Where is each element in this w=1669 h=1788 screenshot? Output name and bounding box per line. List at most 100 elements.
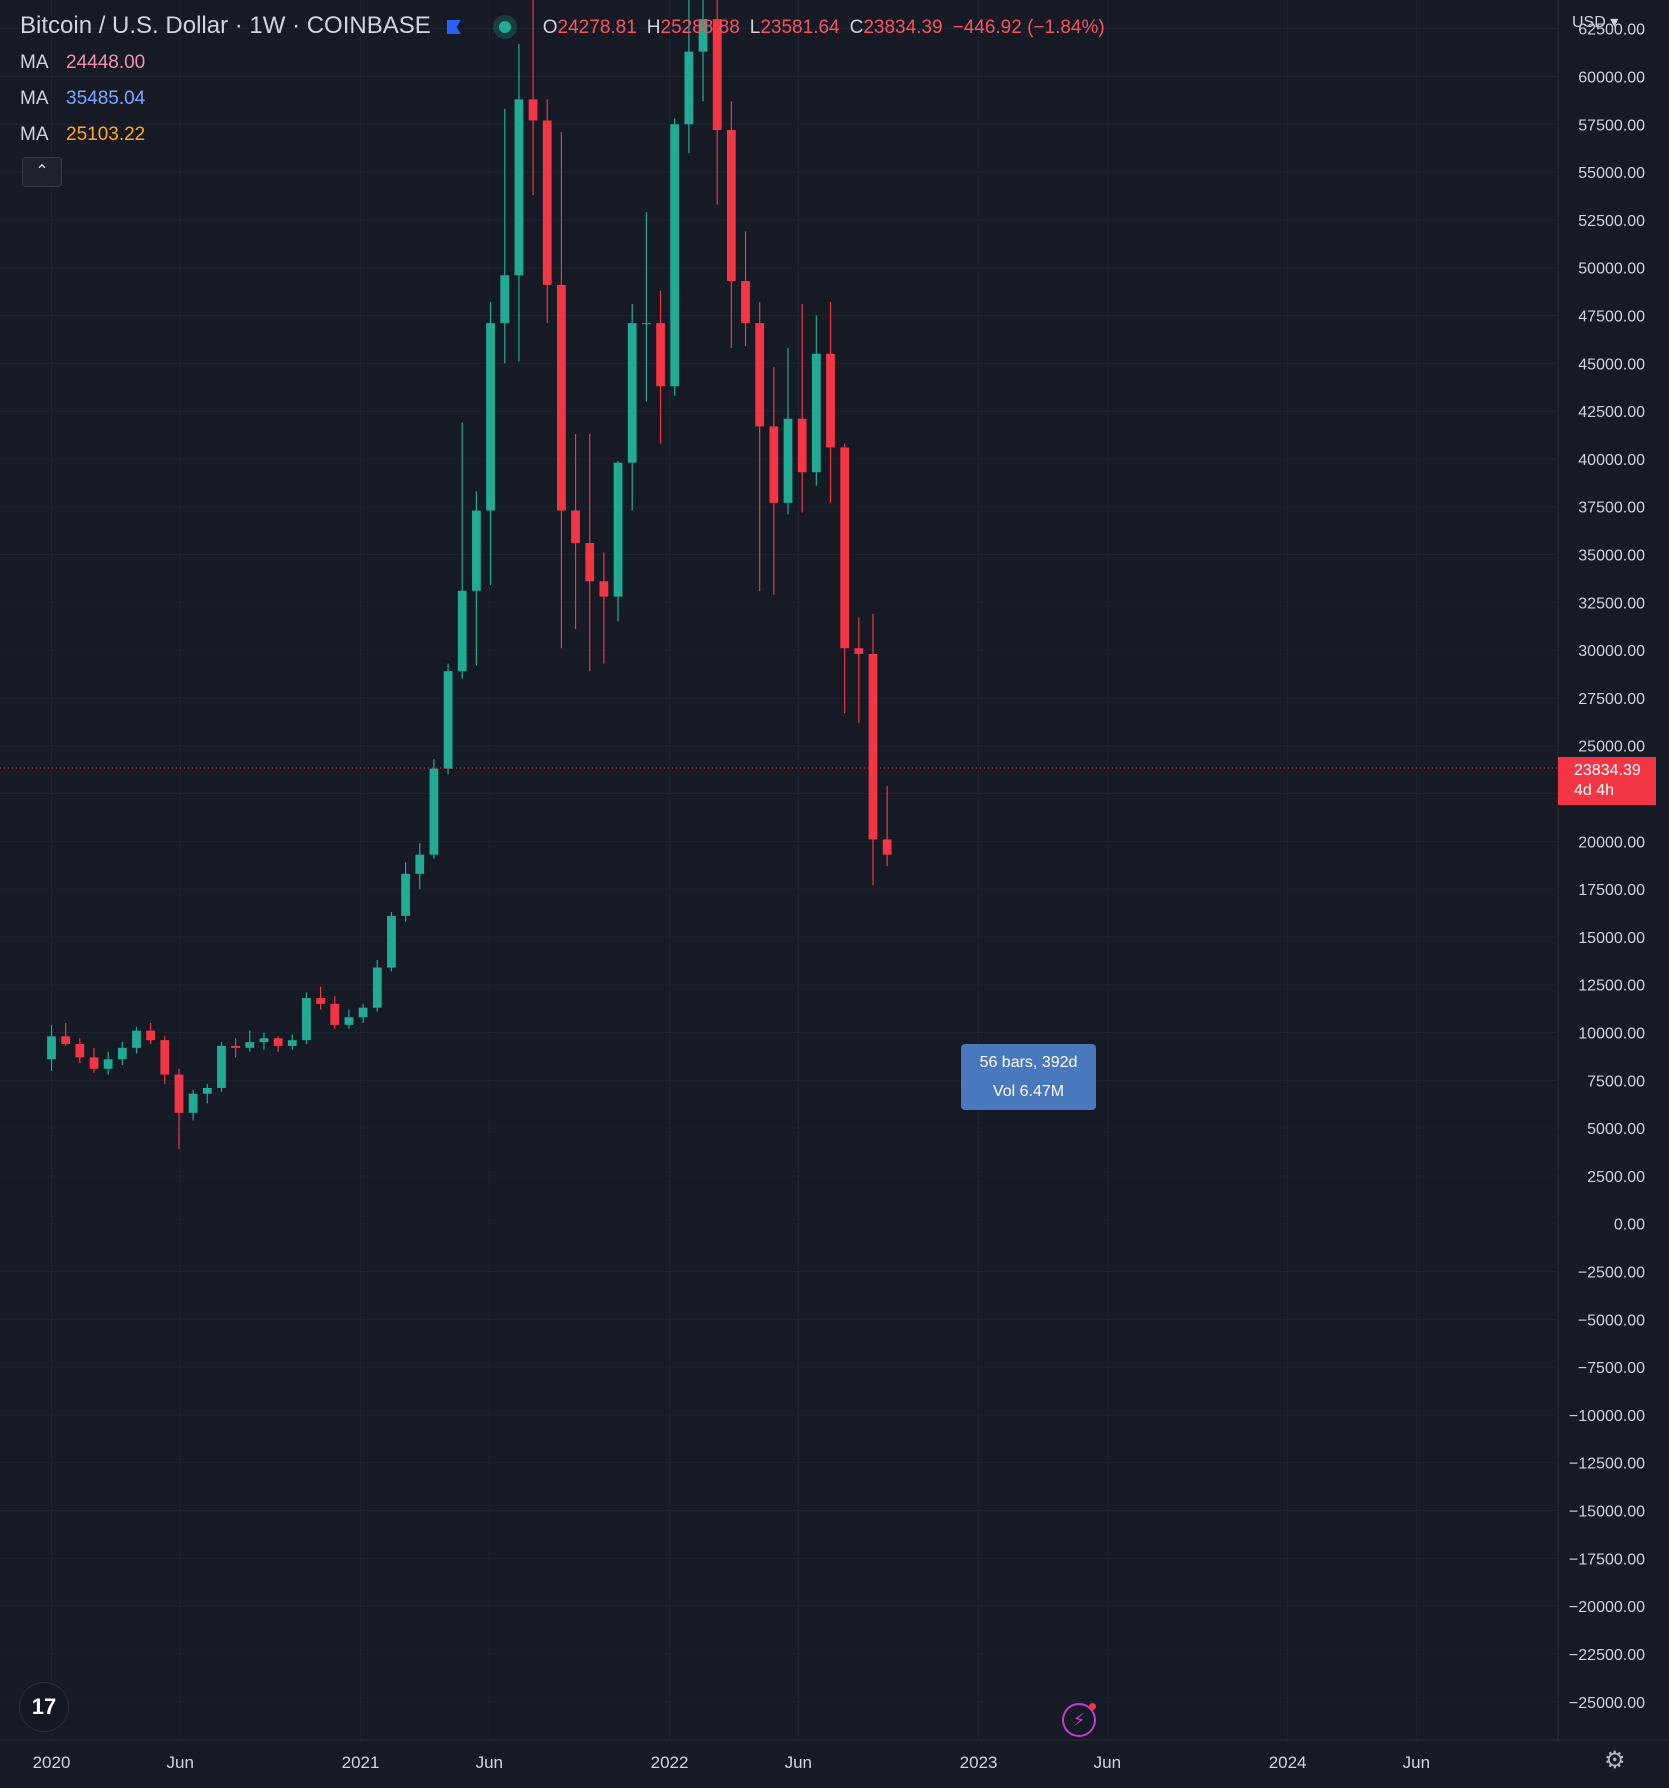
- x-tick-label: Jun: [785, 1753, 812, 1772]
- candle-body: [47, 1036, 56, 1060]
- candle-body: [132, 1030, 141, 1048]
- x-tick-label: Jun: [1403, 1753, 1430, 1772]
- y-tick-label: 15000.00: [1578, 930, 1645, 947]
- candle-body: [174, 1074, 184, 1113]
- candle-body: [316, 998, 326, 1004]
- ohlc-values: O24278.81 H25288.88 L23581.64 C23834.39 −446…: [543, 17, 1115, 38]
- y-tick-label: 25000.00: [1578, 739, 1645, 756]
- y-tick-label: 37500.00: [1578, 500, 1645, 517]
- candle-body: [613, 462, 623, 597]
- candle-body: [840, 447, 850, 649]
- y-tick-label: 17500.00: [1578, 882, 1645, 899]
- y-tick-label: 52500.00: [1578, 213, 1645, 230]
- candle-body: [103, 1059, 113, 1069]
- y-tick-label: 42500.00: [1578, 404, 1645, 421]
- close-value: 23834.39: [863, 17, 943, 38]
- ma-label: MA: [20, 52, 49, 73]
- low-label: L: [749, 17, 761, 38]
- candle-body: [146, 1030, 156, 1041]
- market-status-icon[interactable]: [498, 21, 511, 33]
- y-tick-label: 27500.00: [1578, 691, 1645, 708]
- y-tick-label: 40000.00: [1578, 452, 1645, 469]
- y-tick-label: 47500.00: [1578, 308, 1645, 325]
- candle-body: [854, 648, 864, 654]
- y-tick-label: 35000.00: [1578, 548, 1645, 565]
- measure-bars: 56 bars, 392d: [979, 1054, 1078, 1071]
- tradingview-logo[interactable]: 17: [20, 1683, 68, 1731]
- y-tick-label: −22500.00: [1569, 1647, 1645, 1664]
- x-tick-label: Jun: [1094, 1753, 1121, 1772]
- candle-body: [273, 1038, 283, 1046]
- y-tick-label: 20000.00: [1578, 834, 1645, 851]
- lightning-icon[interactable]: ⚡: [1062, 1703, 1096, 1737]
- y-tick-label: 50000.00: [1578, 261, 1645, 278]
- candle-body: [202, 1087, 212, 1094]
- gear-icon[interactable]: ⚙: [1604, 1747, 1626, 1774]
- y-tick-label: −7500.00: [1578, 1360, 1645, 1377]
- y-tick-label: 57500.00: [1578, 117, 1645, 134]
- candle-body: [712, 19, 722, 131]
- candle-body: [797, 418, 807, 473]
- collapse-legend-button[interactable]: ⌃: [22, 157, 62, 187]
- candle-body: [641, 323, 651, 325]
- last-price-value: 23834.39: [1574, 762, 1641, 779]
- candle-body: [571, 510, 580, 544]
- currency-selector[interactable]: USD ▾: [1572, 14, 1619, 31]
- y-tick-label: 45000.00: [1578, 356, 1645, 373]
- candle-body: [89, 1057, 99, 1069]
- high-value: 25288.88: [660, 17, 740, 38]
- candle-body: [783, 418, 793, 503]
- x-tick-label: 2024: [1269, 1753, 1307, 1772]
- candle-body: [245, 1042, 255, 1048]
- candle-body: [259, 1038, 269, 1043]
- candle-body: [627, 323, 637, 463]
- ma-indicator-3[interactable]: MA 25103.22: [20, 124, 145, 146]
- candle-body: [61, 1036, 71, 1044]
- candle-body: [769, 426, 779, 503]
- candle-body: [302, 998, 311, 1041]
- y-tick-label: 30000.00: [1578, 643, 1645, 660]
- candle-body: [755, 323, 765, 427]
- candle-body: [387, 915, 396, 968]
- close-label: C: [849, 17, 864, 38]
- candle-body: [429, 768, 439, 855]
- candle-body: [684, 51, 694, 125]
- candle-body: [741, 281, 750, 324]
- change-value: −446.92 (−1.84%): [952, 17, 1105, 38]
- candle-body: [457, 590, 467, 672]
- candle-body: [117, 1047, 127, 1060]
- y-tick-label: 32500.00: [1578, 595, 1645, 612]
- x-tick-label: 2022: [651, 1753, 689, 1772]
- ma-indicator-1[interactable]: MA 24448.00: [20, 52, 145, 74]
- y-tick-label: 2500.00: [1587, 1169, 1645, 1186]
- x-tick-label: 2021: [342, 1753, 380, 1772]
- candle-body: [415, 854, 425, 874]
- x-tick-label: 2023: [960, 1753, 998, 1772]
- candle-body: [472, 510, 481, 591]
- ma-indicator-2[interactable]: MA 35485.04: [20, 88, 145, 110]
- candle-body: [75, 1044, 85, 1058]
- chart-header: Bitcoin / U.S. Dollar · 1W · COINBASE O24…: [20, 12, 1115, 40]
- y-tick-label: 55000.00: [1578, 165, 1645, 182]
- candle-body: [868, 653, 878, 840]
- candle-body: [826, 353, 835, 448]
- bar-countdown: 4d 4h: [1574, 782, 1615, 799]
- candle-body: [656, 323, 665, 387]
- ma-value: 24448.00: [66, 52, 146, 73]
- candle-body: [443, 671, 453, 769]
- candle-body: [882, 839, 892, 855]
- x-tick-label: 2020: [33, 1753, 71, 1772]
- candle-body: [372, 967, 382, 1008]
- y-tick-label: −5000.00: [1578, 1312, 1645, 1329]
- symbol-title[interactable]: Bitcoin / U.S. Dollar · 1W · COINBASE: [20, 12, 431, 39]
- y-tick-label: 7500.00: [1587, 1073, 1645, 1090]
- candle-body: [557, 284, 566, 511]
- open-value: 24278.81: [557, 17, 637, 38]
- candle-body: [585, 543, 595, 582]
- y-tick-label: 10000.00: [1578, 1026, 1645, 1043]
- flag-icon[interactable]: [446, 20, 461, 34]
- candle-body: [599, 581, 609, 597]
- y-tick-label: −25000.00: [1569, 1695, 1645, 1712]
